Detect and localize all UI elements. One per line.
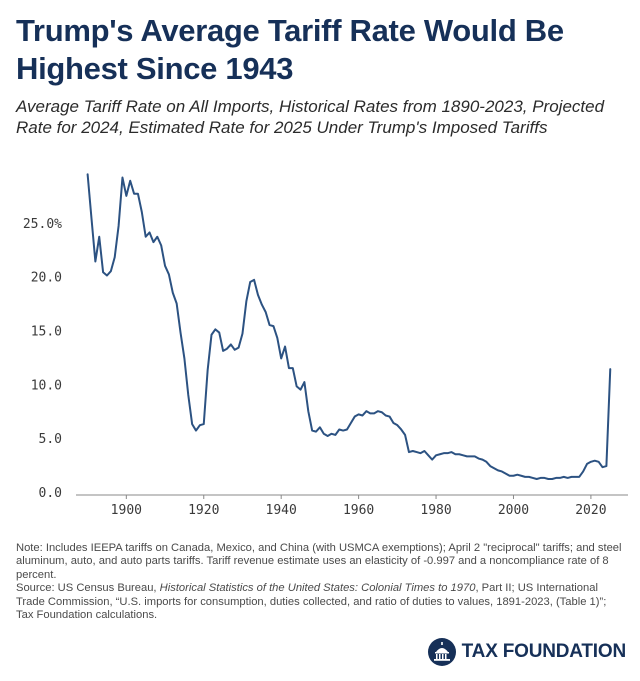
x-tick-label: 1900 bbox=[111, 503, 142, 518]
footer: TAX FOUNDATION bbox=[0, 626, 640, 681]
capitol-dome-icon bbox=[427, 638, 456, 666]
tariff-rate-line bbox=[86, 173, 612, 480]
chart-title: Trump's Average Tariff Rate Would Be Hig… bbox=[16, 13, 564, 86]
x-axis: 1900 1920 1940 1960 1980 2000 2020 bbox=[76, 494, 628, 518]
chart-subtitle: Average Tariff Rate on All Imports, Hist… bbox=[16, 97, 605, 137]
note-text: Note: Includes IEEPA tariffs on Canada, … bbox=[16, 542, 622, 581]
brand-name: TAX FOUNDATION bbox=[461, 641, 627, 662]
source-book-title: Historical Statistics of the United Stat… bbox=[159, 582, 476, 595]
x-tick-label: 2020 bbox=[575, 503, 606, 518]
brand[interactable]: TAX FOUNDATION bbox=[427, 638, 627, 666]
x-tick-label: 1920 bbox=[188, 503, 219, 518]
y-tick-label: 15.0 bbox=[31, 325, 62, 340]
source-text: Source: US Census Bureau, Historical Sta… bbox=[16, 582, 607, 622]
x-tick-label: 1980 bbox=[420, 503, 451, 518]
y-tick-label: 20.0 bbox=[31, 271, 62, 286]
y-tick-label: 10.0 bbox=[31, 378, 62, 393]
chart-note: Note: Includes IEEPA tariffs on Canada, … bbox=[16, 542, 624, 622]
y-tick-label: 0.0 bbox=[39, 486, 62, 501]
x-tick-label: 2000 bbox=[498, 503, 529, 518]
y-tick-label: 5.0 bbox=[39, 432, 62, 447]
x-tick-label: 1940 bbox=[266, 503, 297, 518]
line-chart: 0.0 5.0 10.0 15.0 20.0 25.0% 1900 1920 1940 1960… bbox=[23, 173, 628, 518]
y-axis: 0.0 5.0 10.0 15.0 20.0 25.0% bbox=[23, 217, 62, 501]
x-tick-label: 1960 bbox=[343, 503, 374, 518]
y-tick-label: 25.0% bbox=[23, 217, 62, 232]
